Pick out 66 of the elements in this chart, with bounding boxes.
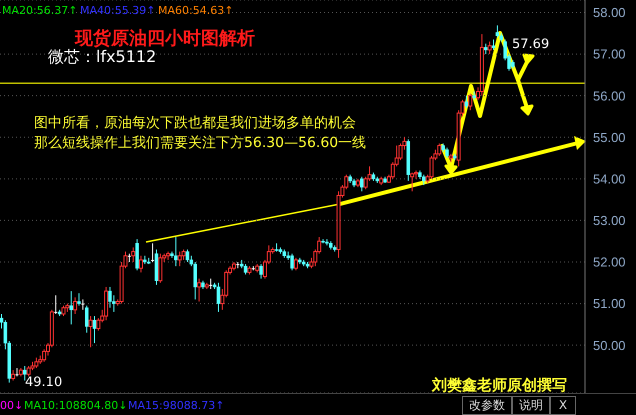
candlestick xyxy=(259,264,263,280)
candlestick xyxy=(492,39,496,50)
candlestick xyxy=(88,316,93,348)
candlestick xyxy=(131,246,136,262)
annotation: MA60:54.63↑ xyxy=(158,4,234,17)
candlestick xyxy=(151,242,154,262)
candlestick xyxy=(468,93,472,111)
candlestick xyxy=(290,253,294,271)
candlestick xyxy=(174,236,178,267)
text: 说明 xyxy=(512,396,550,415)
annotation: 57.69 xyxy=(512,37,550,52)
text: MA10:108804.80↓ xyxy=(24,399,128,412)
annotation: 图中所看，原油每次下跌也都是我们进场多单的机会 xyxy=(34,115,356,131)
candlestick xyxy=(197,278,202,302)
y-tick-label: 54.00 xyxy=(593,171,626,186)
text: 改参数 xyxy=(462,396,512,415)
candlestick xyxy=(81,298,84,310)
candlestick xyxy=(186,249,190,262)
candlestick xyxy=(216,282,220,312)
candlestick xyxy=(158,253,162,284)
candlestick xyxy=(410,172,414,192)
candlestick xyxy=(496,24,500,38)
y-tick-label: 53.00 xyxy=(593,213,626,228)
candlestick xyxy=(54,294,58,314)
candlestick xyxy=(422,174,426,186)
annotation: MA20:56.37↑ xyxy=(2,4,78,17)
candlestick xyxy=(73,296,78,314)
y-tick-label: 56.00 xyxy=(593,88,626,104)
candlestick xyxy=(437,142,442,156)
candlestick xyxy=(26,365,31,377)
y-tick-label: 55.00 xyxy=(593,130,626,145)
text: 00↓ xyxy=(0,399,24,412)
candlestick xyxy=(294,257,298,271)
annotation: 那么短线操作上我们需要关注下方56.30—56.60一线 xyxy=(34,135,366,151)
candlestick xyxy=(77,292,81,306)
candlestick xyxy=(178,251,182,267)
candlestick xyxy=(244,264,248,275)
candlestick xyxy=(15,368,18,377)
annotation: MA40:55.39↑ xyxy=(80,4,156,17)
candlestick xyxy=(11,370,16,382)
text: 微芯：lfx5112 xyxy=(48,47,156,66)
candlestick xyxy=(69,290,73,325)
candlestick xyxy=(445,147,449,159)
annotation: 49.10 xyxy=(25,375,62,390)
candlestick xyxy=(22,365,26,382)
candlestick xyxy=(464,95,468,109)
candlestick xyxy=(209,278,212,290)
candlestick xyxy=(360,176,364,192)
candlestick xyxy=(128,253,131,262)
candlestick xyxy=(34,357,38,369)
candlestick xyxy=(92,316,96,344)
candlestick xyxy=(84,305,88,334)
candlestick xyxy=(61,305,66,317)
text: 现货原油四小时图解析 xyxy=(74,28,255,49)
y-tick-label: 52.00 xyxy=(593,254,626,270)
text: MA15:98088.73↑ xyxy=(128,399,224,412)
annotation: 刘樊鑫老师原创撰写 xyxy=(431,376,567,394)
y-tick-label: 58.00 xyxy=(593,5,626,20)
candlestick xyxy=(108,286,112,308)
y-tick-label: 57.00 xyxy=(593,46,626,62)
y-tick-label: 50.00 xyxy=(593,338,626,353)
text: X xyxy=(550,396,576,415)
candlestick xyxy=(484,43,488,55)
candlestick xyxy=(138,255,143,273)
y-tick-label: 51.00 xyxy=(593,296,626,312)
candlestick xyxy=(488,41,492,55)
